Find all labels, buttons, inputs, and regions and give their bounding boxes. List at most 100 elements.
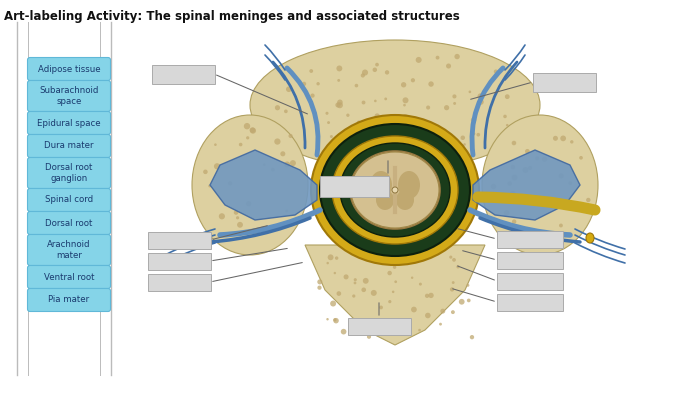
Circle shape [542,156,547,162]
FancyArrowPatch shape [478,197,595,210]
Circle shape [384,97,387,100]
FancyArrowPatch shape [575,229,625,249]
Text: Dorsal root: Dorsal root [46,219,92,228]
Ellipse shape [192,115,308,255]
Circle shape [363,119,368,124]
Circle shape [337,102,343,108]
Ellipse shape [376,190,394,210]
Circle shape [335,103,340,108]
Circle shape [344,274,349,279]
Circle shape [458,299,465,305]
FancyBboxPatch shape [27,211,111,235]
Circle shape [372,68,377,72]
Circle shape [421,145,424,147]
Circle shape [367,335,371,339]
Circle shape [450,287,454,292]
Circle shape [506,124,509,127]
Circle shape [504,210,510,216]
Circle shape [535,156,539,160]
FancyArrowPatch shape [575,235,625,255]
FancyArrowPatch shape [575,243,625,263]
FancyBboxPatch shape [496,252,563,268]
Circle shape [394,280,397,283]
Circle shape [444,105,449,110]
Circle shape [419,283,422,286]
Circle shape [228,181,232,185]
FancyBboxPatch shape [148,231,211,248]
Circle shape [326,112,328,115]
FancyBboxPatch shape [496,272,563,290]
FancyBboxPatch shape [496,294,563,310]
Circle shape [392,290,394,293]
Circle shape [428,293,434,298]
Circle shape [250,127,255,133]
FancyBboxPatch shape [27,288,111,312]
Circle shape [357,120,360,124]
Circle shape [411,78,415,83]
Circle shape [402,97,409,103]
FancyBboxPatch shape [27,81,111,112]
Circle shape [536,239,539,243]
Circle shape [280,151,286,156]
Text: Pia mater: Pia mater [48,296,90,305]
Circle shape [316,82,320,85]
Circle shape [528,166,532,170]
Circle shape [382,151,384,154]
Circle shape [451,310,455,314]
Text: Ventral root: Ventral root [43,272,94,281]
Circle shape [337,79,340,82]
Circle shape [286,209,288,212]
Circle shape [503,115,507,118]
FancyBboxPatch shape [148,274,211,290]
FancyArrowPatch shape [480,218,580,242]
Circle shape [335,256,338,260]
Circle shape [505,94,510,99]
Circle shape [461,136,465,140]
Circle shape [286,221,291,226]
Ellipse shape [320,124,470,256]
Circle shape [454,54,460,59]
Circle shape [236,216,239,219]
Circle shape [327,121,330,124]
Circle shape [274,138,281,145]
Circle shape [411,307,416,312]
Ellipse shape [196,233,204,243]
Circle shape [447,141,451,145]
Circle shape [374,99,377,102]
Circle shape [553,136,558,141]
Circle shape [568,181,572,185]
Circle shape [317,286,321,290]
FancyArrowPatch shape [505,45,525,70]
Ellipse shape [482,115,598,255]
Circle shape [526,241,529,244]
Circle shape [414,151,421,157]
FancyArrowPatch shape [265,55,285,80]
Circle shape [271,168,275,172]
Circle shape [467,299,470,302]
Circle shape [446,64,451,68]
Circle shape [525,149,530,154]
Text: Arachnoid
mater: Arachnoid mater [48,240,91,260]
Circle shape [418,153,421,156]
Circle shape [452,94,456,99]
Circle shape [317,279,323,285]
Circle shape [288,134,293,138]
Circle shape [239,143,242,146]
Circle shape [246,136,249,140]
Circle shape [418,329,421,331]
Circle shape [396,118,400,121]
Circle shape [438,138,443,143]
Circle shape [237,222,243,228]
FancyArrowPatch shape [485,62,517,148]
Circle shape [387,271,392,275]
Ellipse shape [396,190,414,210]
Ellipse shape [370,171,392,199]
Ellipse shape [586,233,594,243]
Circle shape [400,135,406,141]
FancyBboxPatch shape [151,64,214,83]
Circle shape [402,114,408,120]
FancyBboxPatch shape [27,57,111,81]
Ellipse shape [340,143,450,237]
Circle shape [470,335,474,339]
Circle shape [586,198,591,202]
